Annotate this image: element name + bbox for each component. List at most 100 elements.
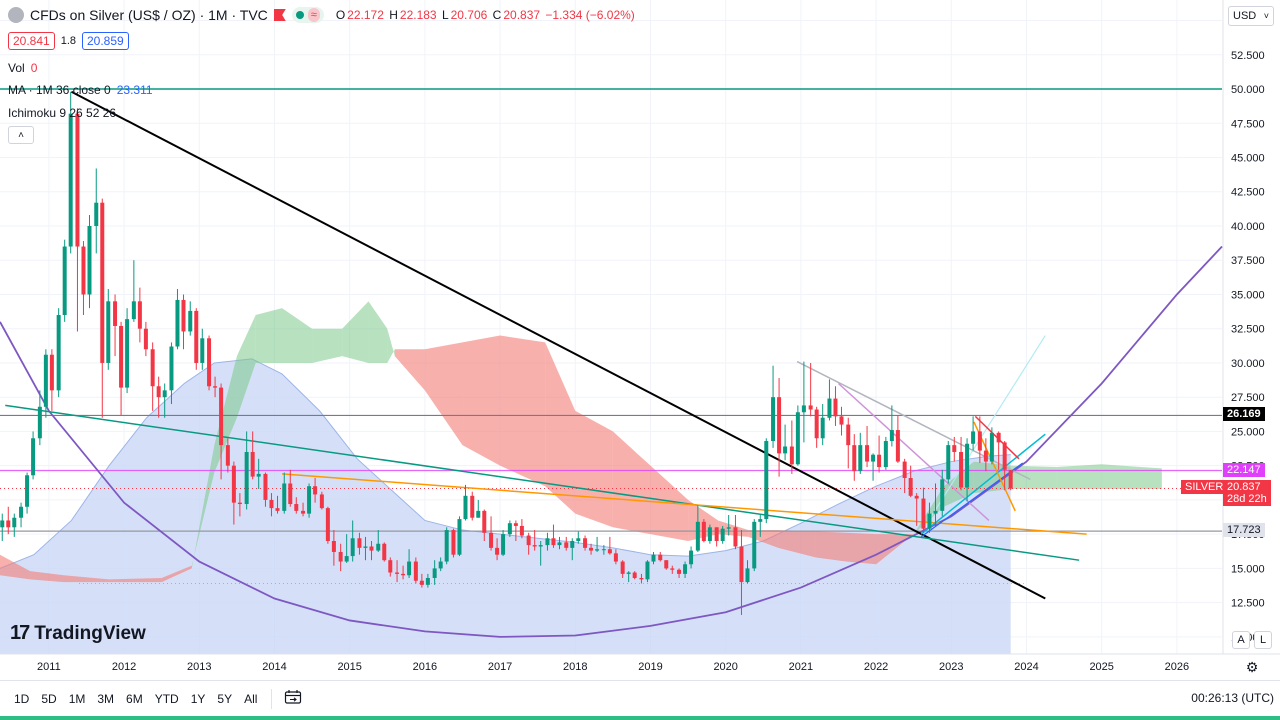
candle-body xyxy=(162,390,167,398)
candle-body xyxy=(858,445,863,472)
candle-body xyxy=(244,451,249,505)
range-ytd[interactable]: YTD xyxy=(154,691,179,706)
candle-body xyxy=(482,510,487,533)
candle-body xyxy=(557,542,562,546)
candle-body xyxy=(225,445,230,466)
price-tick-label: 35.000 xyxy=(1231,289,1265,301)
candle-body xyxy=(965,443,970,488)
candle-body xyxy=(363,546,368,548)
candle-body xyxy=(489,532,494,548)
bottom-accent-line xyxy=(0,716,1280,720)
range-1m[interactable]: 1M xyxy=(68,691,86,706)
flag-icon[interactable] xyxy=(273,9,286,21)
candle-body xyxy=(595,549,600,551)
candle-body xyxy=(971,431,976,444)
quote-row: 20.841 1.8 20.859 xyxy=(8,32,129,50)
candle-body xyxy=(413,561,418,581)
collapse-legend-button[interactable]: ˄ xyxy=(8,126,34,144)
candle-body xyxy=(100,202,105,363)
candle-body xyxy=(200,338,205,363)
status-pill[interactable]: ≈ xyxy=(291,7,324,23)
candle-body xyxy=(344,556,349,562)
market-open-dot-icon xyxy=(295,11,304,19)
cyan-channel-low xyxy=(920,433,1046,535)
time-tick-label: 2014 xyxy=(262,661,286,673)
range-5y[interactable]: 5Y xyxy=(217,691,233,706)
divider xyxy=(271,688,273,709)
candle-body xyxy=(689,550,694,565)
candle-body xyxy=(1002,442,1007,470)
black-downtrend xyxy=(70,90,1046,600)
range-1d[interactable]: 1D xyxy=(14,691,30,706)
candle-body xyxy=(6,520,11,528)
candle-body xyxy=(801,405,806,413)
candle-body xyxy=(651,554,656,562)
price-tick-label: 42.500 xyxy=(1231,187,1265,199)
candle-body xyxy=(476,510,481,518)
price-label-17723: 17.723 xyxy=(1223,523,1265,538)
price-tick-label: 52.500 xyxy=(1231,50,1265,62)
candle-body xyxy=(883,441,888,468)
candle-body xyxy=(695,521,700,551)
ma-row[interactable]: MA · 1M 36 close 0 23.311 xyxy=(8,83,153,97)
range-5d[interactable]: 5D xyxy=(41,691,57,706)
range-all[interactable]: All xyxy=(244,691,258,706)
candle-body xyxy=(607,549,612,554)
candle-body xyxy=(131,301,136,320)
candle-body xyxy=(576,538,581,542)
symbol-title[interactable]: CFDs on Silver (US$ / OZ) · 1M · TVC xyxy=(30,7,268,23)
candle-body xyxy=(677,569,682,574)
range-6m[interactable]: 6M xyxy=(126,691,143,706)
range-3m[interactable]: 3M xyxy=(97,691,115,706)
candle-body xyxy=(613,553,618,562)
range-1y[interactable]: 1Y xyxy=(190,691,206,706)
price-tick-label: 40.000 xyxy=(1231,221,1265,233)
candle-body xyxy=(313,486,318,495)
candle-body xyxy=(294,504,299,511)
candle-body xyxy=(113,301,118,326)
candle-body xyxy=(714,527,719,542)
ichimoku-cloud-bull xyxy=(1011,465,1057,489)
currency-select[interactable]: USD ˅ xyxy=(1228,6,1274,26)
violet-wedge xyxy=(837,382,990,522)
chevron-up-icon: ˄ xyxy=(18,129,24,141)
candle-body xyxy=(914,495,919,499)
candle-body xyxy=(369,546,374,551)
candle-body xyxy=(444,530,449,562)
change-value: −1.334 (−6.02%) xyxy=(545,8,635,22)
candle-body xyxy=(501,534,506,555)
clock[interactable]: 00:26:13 (UTC) xyxy=(1191,691,1274,705)
candle-body xyxy=(43,354,48,407)
candle-body xyxy=(288,483,293,505)
candle-body xyxy=(895,430,900,462)
ichimoku-row[interactable]: Ichimoku 9 26 52 26 xyxy=(8,106,117,120)
candle-body xyxy=(701,521,706,542)
ichimoku-cloud-bull xyxy=(191,445,215,569)
ichimoku-cloud-bear xyxy=(778,530,816,558)
gear-icon[interactable]: ⚙ xyxy=(1245,658,1259,675)
spread-value: 1.8 xyxy=(60,35,76,47)
candle-body xyxy=(275,508,280,511)
candle-body xyxy=(583,538,588,548)
tradingview-logo[interactable]: 17 TradingView xyxy=(10,622,146,645)
candle-body xyxy=(207,338,212,387)
time-tick-label: 2020 xyxy=(713,661,737,673)
candle-body xyxy=(902,461,907,479)
date-range-icon[interactable] xyxy=(284,689,302,708)
ichimoku-cloud-bear xyxy=(63,575,110,583)
bid-box[interactable]: 20.841 xyxy=(8,32,55,50)
candle-body xyxy=(620,561,625,574)
vol-row[interactable]: Vol 0 xyxy=(8,61,38,75)
ask-box[interactable]: 20.859 xyxy=(82,32,129,50)
candle-body xyxy=(219,387,224,446)
candle-body xyxy=(31,438,36,476)
auto-scale-button[interactable]: A xyxy=(1232,631,1250,649)
candle-body xyxy=(783,446,788,454)
candle-body xyxy=(350,538,355,557)
ichimoku-cloud-bear xyxy=(545,342,576,514)
ichimoku-cloud-bull xyxy=(255,308,282,363)
log-scale-button[interactable]: L xyxy=(1254,631,1272,649)
tradingview-wordmark: TradingView xyxy=(34,622,146,644)
candle-body xyxy=(106,301,111,363)
